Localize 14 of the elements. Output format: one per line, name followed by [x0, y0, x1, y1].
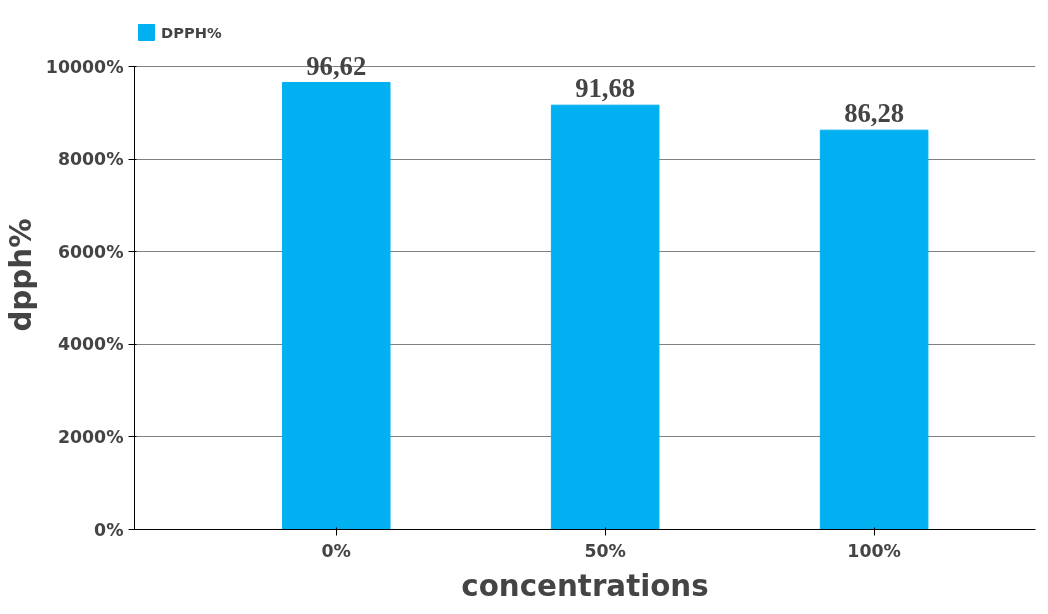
legend-label: DPPH% [161, 23, 222, 41]
y-axis-title: dpph% [3, 218, 38, 332]
x-tick-label: 0% [321, 540, 351, 561]
y-tick-label: 2000% [57, 426, 124, 447]
y-tick-label: 10000% [45, 56, 124, 77]
x-tick-label: 100% [847, 540, 901, 561]
y-tick-label: 0% [94, 519, 124, 540]
y-tick-label: 6000% [57, 241, 124, 262]
y-tick-label: 8000% [57, 149, 124, 170]
x-axis-title: concentrations [461, 568, 709, 603]
x-tick-label: 50% [584, 540, 626, 561]
y-tick-label: 4000% [57, 334, 124, 355]
text: 86,28 [844, 98, 905, 129]
text: 91,68 [575, 73, 636, 104]
